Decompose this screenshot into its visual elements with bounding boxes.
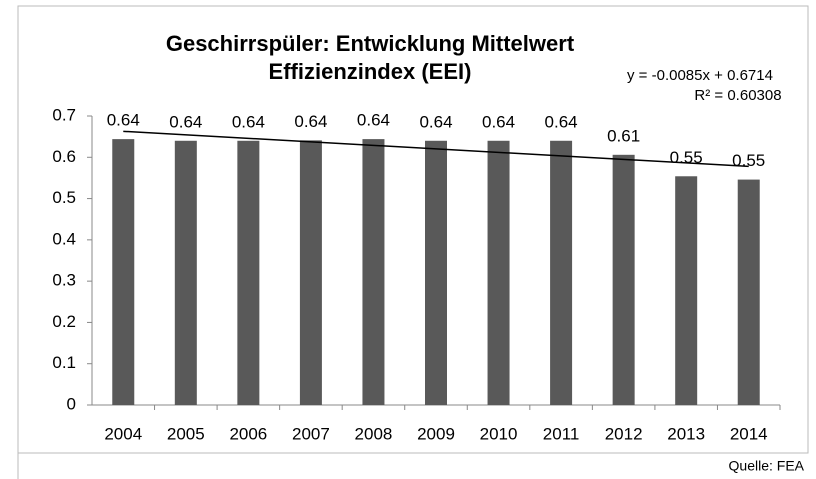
bar — [112, 139, 135, 405]
y-tick-label: 0.1 — [52, 353, 76, 372]
x-tick-label: 2014 — [730, 424, 768, 443]
data-label: 0.64 — [107, 111, 140, 130]
y-tick-label: 0.2 — [52, 312, 76, 331]
x-tick-label: 2011 — [543, 424, 580, 443]
data-label: 0.55 — [732, 151, 765, 170]
chart-title: Geschirrspüler: Entwicklung Mittelwert — [166, 31, 575, 56]
bar — [612, 154, 635, 405]
x-tick-label: 2010 — [480, 424, 518, 443]
trendline — [123, 130, 749, 168]
bar — [174, 140, 197, 405]
data-label: 0.64 — [357, 111, 390, 130]
data-label: 0.64 — [419, 112, 452, 131]
y-tick-label: 0 — [67, 394, 76, 413]
bar — [550, 140, 573, 405]
trend-r2: R² = 0.60308 — [694, 87, 781, 104]
x-tick-label: 2013 — [667, 424, 705, 443]
source: Quelle: FEA — [729, 458, 805, 474]
x-tick-label: 2004 — [104, 424, 142, 443]
x-tick-label: 2005 — [167, 424, 205, 443]
y-tick-label: 0.5 — [52, 188, 76, 207]
data-label: 0.64 — [169, 112, 202, 131]
trend-equation: y = -0.0085x + 0.6714 — [627, 67, 773, 84]
data-label: 0.64 — [294, 112, 327, 131]
bar — [737, 179, 760, 405]
x-tick-label: 2007 — [292, 424, 330, 443]
y-tick-label: 0.7 — [52, 105, 76, 124]
bar — [487, 140, 510, 405]
y-tick-label: 0.3 — [52, 271, 76, 290]
chart-border — [17, 5, 809, 454]
bar — [362, 139, 385, 405]
data-label: 0.64 — [232, 112, 265, 131]
bar — [299, 140, 322, 405]
bar — [237, 140, 260, 405]
data-label: 0.64 — [545, 112, 578, 131]
x-tick-label: 2012 — [605, 424, 643, 443]
y-tick-label: 0.4 — [52, 229, 76, 248]
bar — [675, 176, 698, 405]
x-tick-label: 2006 — [229, 424, 267, 443]
data-label: 0.61 — [607, 126, 640, 145]
bar — [425, 140, 447, 405]
x-tick-label: 2008 — [355, 424, 393, 443]
data-label: 0.64 — [482, 112, 515, 131]
chart-title: Effizienzindex (EEI) — [269, 59, 472, 84]
x-tick-label: 2009 — [417, 424, 455, 443]
y-tick-label: 0.6 — [52, 147, 76, 166]
